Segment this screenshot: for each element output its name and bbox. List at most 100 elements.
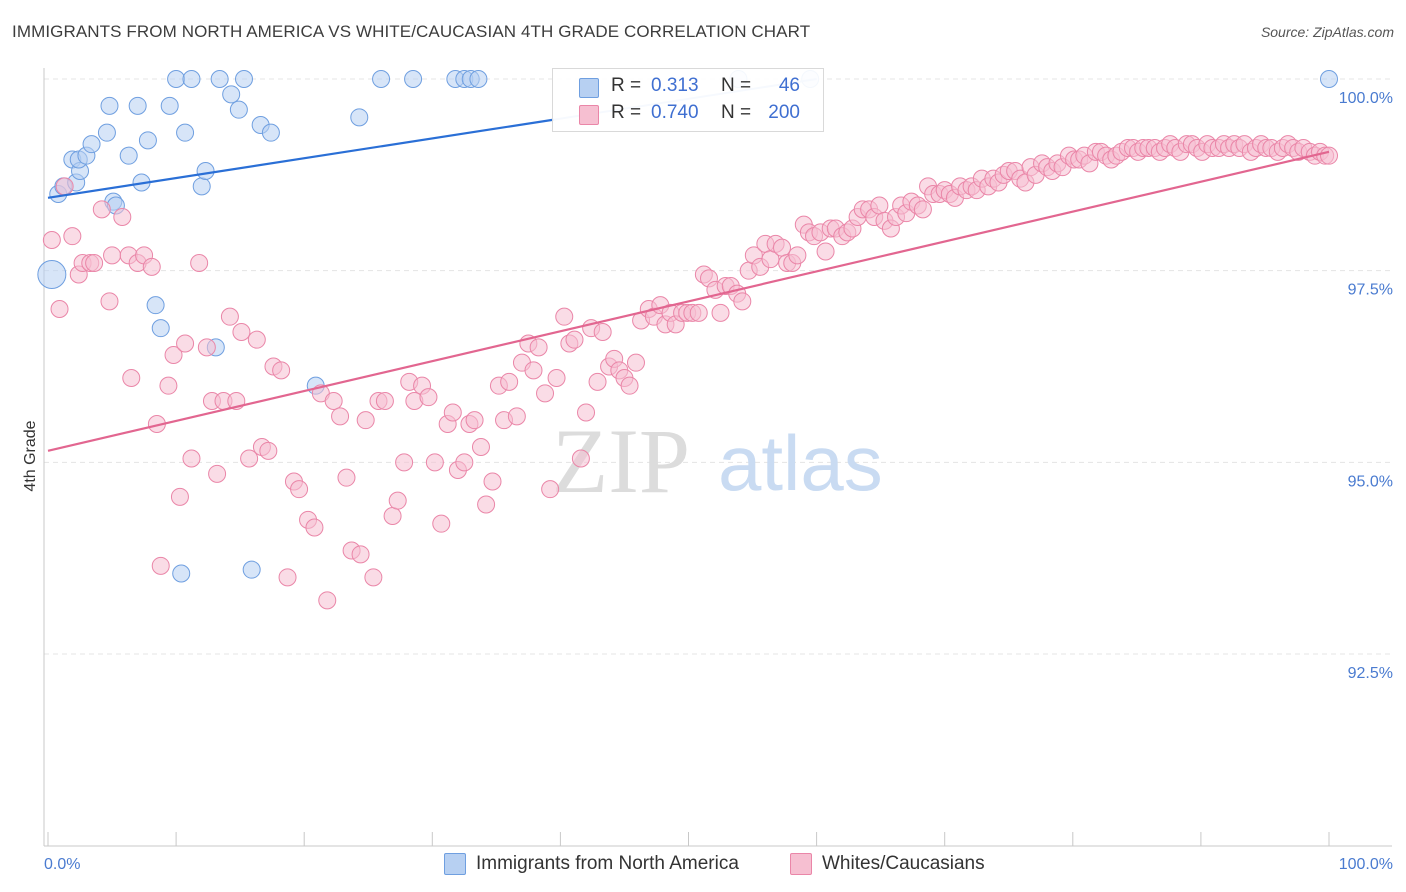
whites-point [507,407,526,426]
whites-point [92,200,111,219]
whites-point [176,334,195,353]
whites-point [259,441,278,460]
whites-point [337,468,356,487]
legend-r-value: 0.740 [651,102,699,123]
immigrants-point [404,70,423,88]
whites-point [571,449,590,468]
bottom-legend-swatch-blue [444,853,466,875]
immigrants-point [229,100,248,119]
whites-point [620,376,639,395]
immigrants-point [100,96,119,115]
whites-point [190,254,209,272]
whites-point [305,518,324,537]
whites-point [247,330,266,349]
legend-n-label: N = [721,102,752,123]
whites-point [788,246,807,265]
whites-point [375,392,394,410]
immigrants-point [167,70,186,88]
whites-point [443,403,462,422]
whites-point [465,411,484,430]
whites-point [626,353,645,372]
immigrants-point [97,123,116,142]
immigrants-point [1320,70,1338,88]
whites-point [220,307,239,326]
whites-point [913,200,932,219]
whites-point [689,303,708,322]
whites-point [711,303,730,322]
legend-n-value: 46 [778,75,800,96]
legend-r-label: R = [611,75,642,96]
whites-point [419,388,438,407]
legend-row-whites: R = 0.740 N = 200 [553,100,823,126]
immigrants-point [37,260,67,289]
whites-point [388,491,407,510]
immigrants-point [350,108,369,127]
whites-point [529,338,548,357]
immigrants-point [119,146,138,165]
whites-point [425,453,444,472]
whites-point [182,449,201,468]
immigrants-point [138,131,157,150]
whites-point [85,254,104,272]
whites-point [383,507,402,525]
legend-r-value: 0.313 [651,75,699,96]
whites-point [541,480,560,499]
whites-point [272,361,291,380]
whites-point [483,472,502,491]
immigrants-point [128,96,147,115]
legend-swatch-pink [579,105,599,125]
whites-point [555,307,574,326]
whites-trend-line [47,150,1330,452]
immigrants-point [234,70,253,88]
immigrants-trend-line [47,118,555,199]
whites-point [1320,146,1338,165]
whites-point [536,384,555,403]
whites-point [733,292,752,311]
immigrants-point [182,70,201,88]
whites-point [232,323,251,341]
immigrants-point [151,319,170,338]
whites-point [547,369,566,387]
whites-point [577,403,596,422]
whites-point [351,545,370,564]
whites-point [593,323,612,341]
bottom-legend-label: Whites/Caucasians [822,853,985,874]
whites-point [395,453,414,472]
immigrants-point [242,560,261,579]
immigrants-point [210,70,229,88]
whites-point [324,392,343,410]
whites-point [113,208,132,226]
whites-point [364,568,383,587]
whites-point [318,591,337,610]
whites-point [164,346,183,364]
y-tick-labels: 92.5% 95.0% 97.5% 100.0% [1339,90,1393,682]
y-tick-label: 100.0% [1339,90,1393,107]
y-tick-label: 92.5% [1348,665,1393,682]
whites-point [240,449,259,468]
whites-point [432,514,451,533]
whites-point [103,246,122,265]
chart-source: Source: ZipAtlas.com [1260,24,1394,40]
whites-point [42,231,61,249]
immigrants-point [176,123,195,142]
correlation-legend: R = 0.313 N = 46 R = 0.740 N = 200 [552,68,824,132]
whites-point [50,300,69,318]
immigrants-point [222,85,241,104]
whites-point [477,495,496,514]
whites-point [500,372,519,391]
whites-point [870,196,889,215]
whites-point [588,372,607,391]
immigrants-point [160,96,179,115]
whites-point [151,556,170,575]
immigrants-point [82,135,101,154]
whites-point [290,480,309,499]
whites-point [159,376,178,395]
immigrants-point [469,70,488,88]
whites-point [63,227,82,246]
whites-point [471,438,490,456]
whites-point [278,568,297,587]
legend-row-immigrants: R = 0.313 N = 46 [553,73,823,99]
immigrants-point [372,70,391,88]
whites-point [356,411,375,430]
